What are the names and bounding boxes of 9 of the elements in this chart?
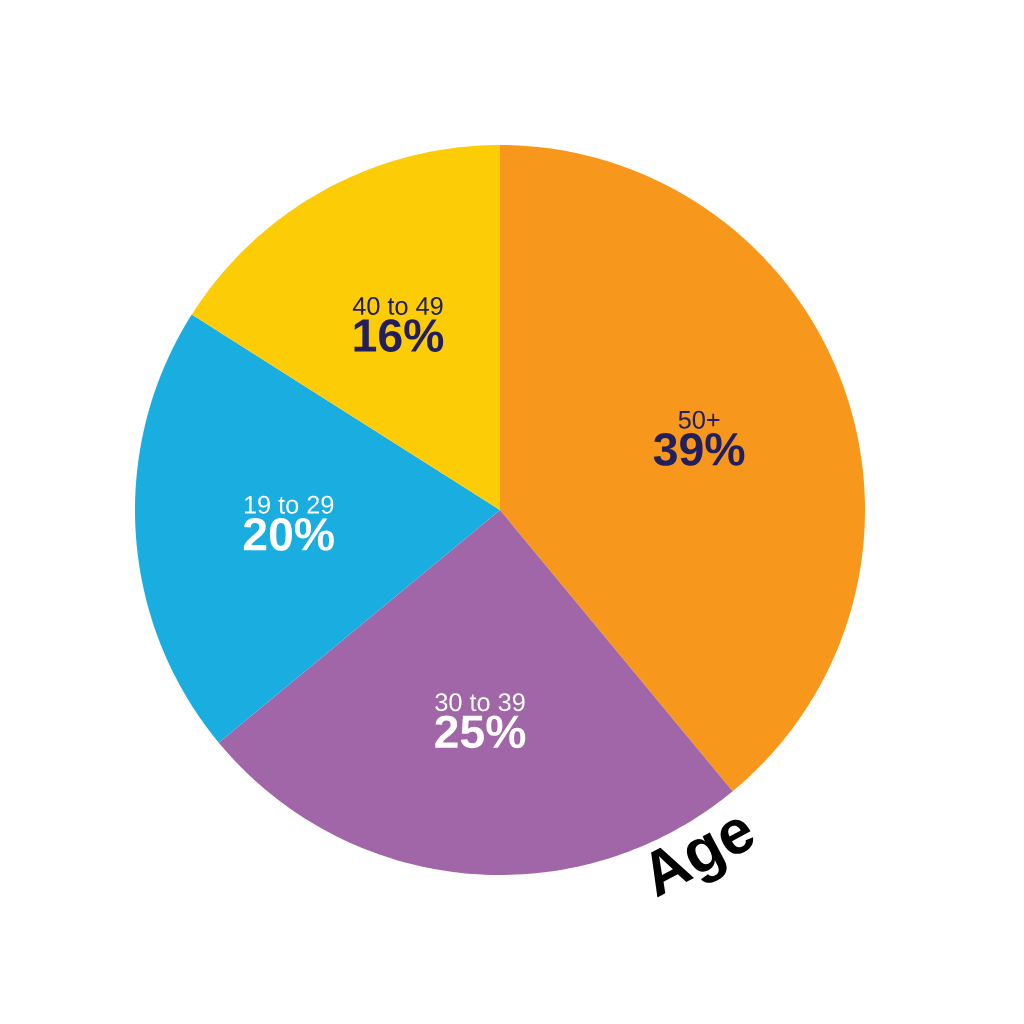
data-label: 16%: [354, 319, 444, 352]
data-label: 39%: [653, 432, 745, 466]
slice-label: 19 to 29: [244, 495, 334, 514]
data-label: 25%: [435, 715, 526, 749]
text: Age: [651, 819, 754, 898]
data-label: 20%: [243, 517, 334, 551]
slice-label: 30 to 39: [435, 693, 525, 712]
slice-label: 50+: [678, 410, 720, 429]
slice-label: 40 to 49: [352, 296, 443, 315]
